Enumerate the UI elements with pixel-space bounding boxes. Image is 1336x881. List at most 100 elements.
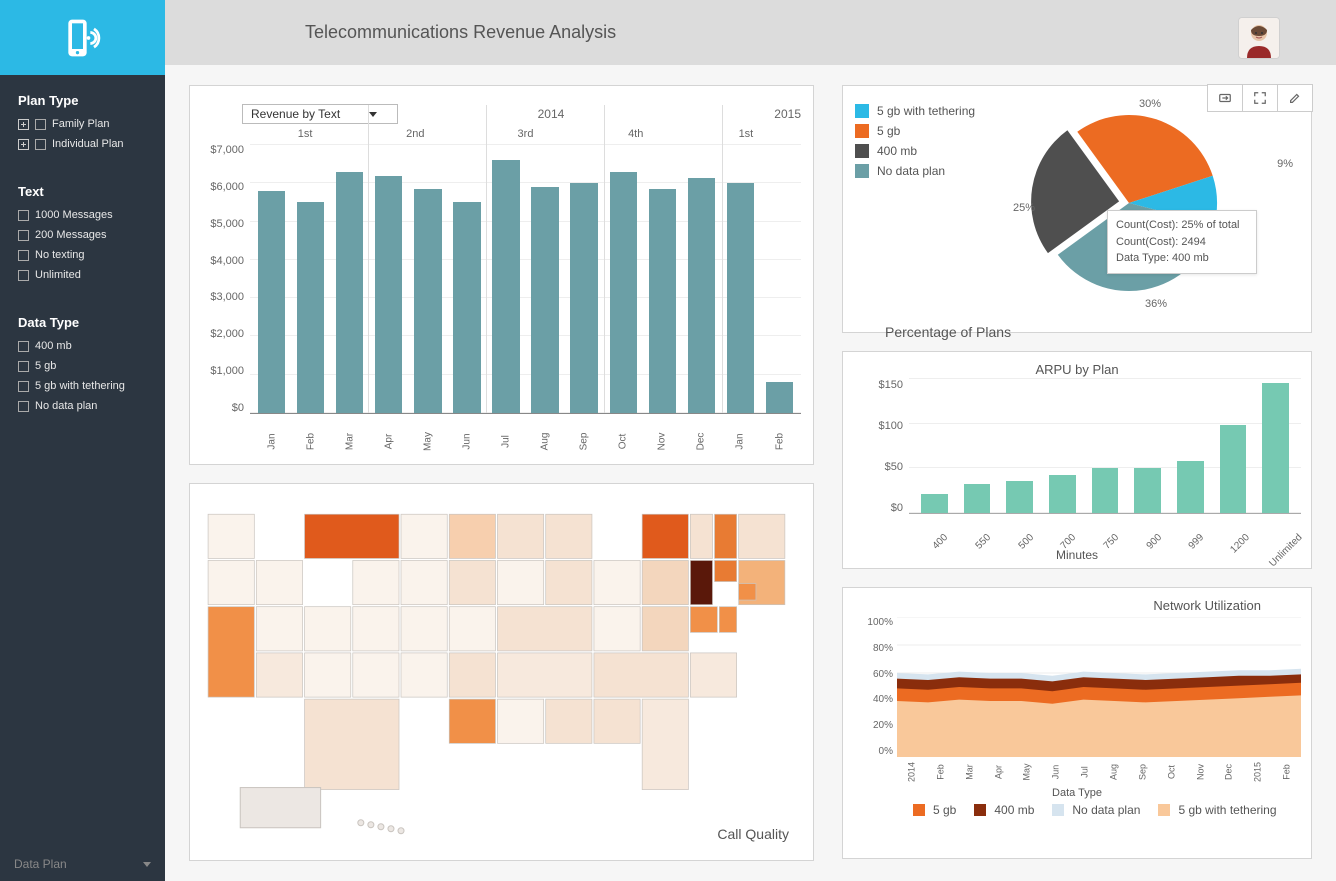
xtick-label: Aug <box>540 433 551 451</box>
map-state-VA[interactable] <box>642 607 688 651</box>
sidebar-filter-item[interactable]: No texting <box>18 249 147 261</box>
map-state-CT[interactable] <box>715 560 737 581</box>
legend-item[interactable]: 400 mb <box>974 803 1034 817</box>
map-state-VT[interactable] <box>690 514 712 558</box>
revenue-bar[interactable] <box>258 191 285 413</box>
map-state-NY[interactable] <box>642 514 688 558</box>
arpu-bar[interactable] <box>1220 425 1246 513</box>
sidebar-filter-item[interactable]: Individual Plan <box>18 138 147 150</box>
map-state-CO[interactable] <box>353 607 399 651</box>
ytick-label: $0 <box>202 402 244 414</box>
legend-item[interactable]: 5 gb <box>855 124 1015 138</box>
map-state-AR[interactable] <box>449 653 495 697</box>
arpu-bar[interactable] <box>921 494 947 513</box>
arpu-bar[interactable] <box>1049 475 1075 513</box>
map-state-ME[interactable] <box>739 514 785 558</box>
map-state-SD[interactable] <box>401 560 447 604</box>
revenue-bar[interactable] <box>336 172 363 413</box>
map-state-TN[interactable] <box>497 653 591 697</box>
map-state-KS[interactable] <box>353 653 399 697</box>
revenue-bar[interactable] <box>610 172 637 413</box>
map-state-NM[interactable] <box>305 653 351 697</box>
pie-chart[interactable]: 30% 9% 36% 25% Count(Cost): 25% of total… <box>1029 98 1269 308</box>
revenue-bar[interactable] <box>649 189 676 413</box>
sidebar-filter-item[interactable]: 5 gb with tethering <box>18 380 147 392</box>
sidebar-filter-item[interactable]: 200 Messages <box>18 229 147 241</box>
arpu-bar[interactable] <box>1134 468 1160 513</box>
revenue-bar[interactable] <box>414 189 441 413</box>
map-state-IN[interactable] <box>546 560 592 604</box>
map-state-WV[interactable] <box>594 607 640 651</box>
map-state-NE[interactable] <box>401 607 447 651</box>
map-state-MI[interactable] <box>546 514 592 558</box>
map-state-MO[interactable] <box>449 607 495 651</box>
map-state-WI[interactable] <box>497 514 543 558</box>
sidebar-bottom-selector[interactable]: Data Plan <box>0 847 165 881</box>
arpu-bar[interactable] <box>1092 468 1118 513</box>
sidebar-filter-item[interactable]: Unlimited <box>18 269 147 281</box>
map-state-NH[interactable] <box>715 514 737 558</box>
revenue-bar[interactable] <box>531 187 558 413</box>
map-state-ID[interactable] <box>256 560 302 604</box>
map-state-NJ[interactable] <box>690 560 712 604</box>
map-state-AZ[interactable] <box>256 653 302 697</box>
revenue-bar[interactable] <box>688 178 715 413</box>
arpu-bar-plot[interactable]: 4005505007007509009991200Unlimited <box>909 379 1301 514</box>
legend-item[interactable]: No data plan <box>855 164 1015 178</box>
sidebar-filter-item[interactable]: 5 gb <box>18 360 147 372</box>
map-state-KY[interactable] <box>497 607 591 651</box>
revenue-bar[interactable] <box>297 202 324 413</box>
map-state-TX[interactable] <box>305 699 399 789</box>
revenue-bar[interactable] <box>727 183 754 413</box>
map-state-CA[interactable] <box>208 607 254 697</box>
legend-item[interactable]: 5 gb <box>913 803 956 817</box>
revenue-bar[interactable] <box>570 183 597 413</box>
map-state-MS[interactable] <box>497 699 543 743</box>
network-area-plot[interactable] <box>897 617 1301 757</box>
revenue-bar[interactable] <box>453 202 480 413</box>
legend-item[interactable]: 400 mb <box>855 144 1015 158</box>
map-state-UT[interactable] <box>305 607 351 651</box>
sidebar-filter-item[interactable]: No data plan <box>18 400 147 412</box>
map-state-MD[interactable] <box>690 607 717 633</box>
revenue-bar[interactable] <box>766 382 793 413</box>
legend-item[interactable]: 5 gb with tethering <box>1158 803 1276 817</box>
arpu-bar[interactable] <box>1262 383 1288 513</box>
map-state-RI[interactable] <box>739 584 756 600</box>
map-state-SC[interactable] <box>690 653 736 697</box>
map-state-DE[interactable] <box>719 607 736 633</box>
edit-button[interactable] <box>1277 84 1313 112</box>
map-state-OK[interactable] <box>401 653 447 697</box>
map-state-MN[interactable] <box>449 514 495 558</box>
map-state-NC[interactable] <box>594 653 688 697</box>
sidebar-filter-item[interactable]: Family Plan <box>18 118 147 130</box>
map-state-ND[interactable] <box>401 514 447 558</box>
map-state-AL[interactable] <box>546 699 592 743</box>
arpu-bar[interactable] <box>964 484 990 513</box>
arpu-bar[interactable] <box>1177 461 1203 513</box>
map-state-WA[interactable] <box>208 514 254 558</box>
map-state-GA[interactable] <box>594 699 640 743</box>
map-state-IL[interactable] <box>497 560 543 604</box>
map-state-WY[interactable] <box>353 560 399 604</box>
legend-item[interactable]: No data plan <box>1052 803 1140 817</box>
revenue-bar[interactable] <box>492 160 519 413</box>
revenue-bar[interactable] <box>375 176 402 413</box>
us-map[interactable] <box>190 484 813 860</box>
map-state-IA[interactable] <box>449 560 495 604</box>
legend-item[interactable]: 5 gb with tethering <box>855 104 1015 118</box>
map-state-MT[interactable] <box>305 514 399 558</box>
map-state-OR[interactable] <box>208 560 254 604</box>
map-state-NV[interactable] <box>256 607 302 651</box>
revenue-chart-panel: Revenue by Text 2014 2015 1st2nd3rd4th1s… <box>189 85 814 465</box>
map-state-FL[interactable] <box>642 699 688 789</box>
map-state-PA[interactable] <box>642 560 688 604</box>
arpu-bar[interactable] <box>1006 481 1032 513</box>
xtick-label: Feb <box>1274 758 1300 787</box>
sidebar-filter-item[interactable]: 1000 Messages <box>18 209 147 221</box>
sidebar-filter-item[interactable]: 400 mb <box>18 340 147 352</box>
map-state-OH[interactable] <box>594 560 640 604</box>
map-state-LA[interactable] <box>449 699 495 743</box>
revenue-metric-select[interactable]: Revenue by Text <box>242 104 398 124</box>
user-avatar[interactable] <box>1238 17 1280 59</box>
